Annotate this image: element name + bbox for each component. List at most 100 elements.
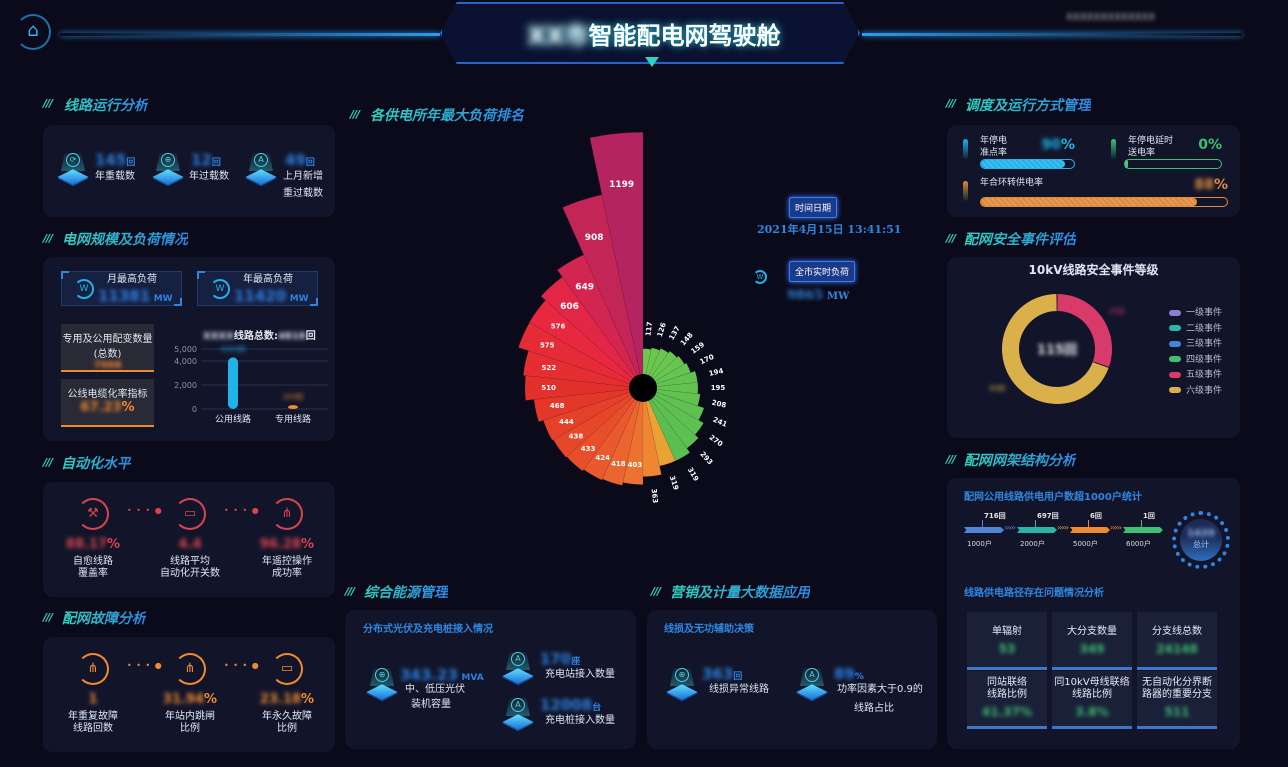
kpi-number: 4.4	[178, 537, 202, 552]
rose-bar	[522, 350, 644, 389]
dispatch-label-2: 准点率	[980, 148, 1008, 158]
kpi-value: 31.94%	[144, 692, 236, 707]
cable-rate-card: 公线电缆化率指标 67.23%	[61, 379, 154, 427]
problem-cell: 大分支数量 349	[1052, 612, 1132, 670]
legend-swatch	[1169, 371, 1181, 378]
problem-cell: 单辐射 53	[967, 612, 1047, 670]
section-marker: ///	[43, 97, 53, 110]
rose-value-label: 433	[581, 445, 596, 453]
y-tick-label: 2,000	[174, 381, 197, 390]
rose-bar	[529, 299, 644, 389]
total-gauge: 1420 总计	[1172, 511, 1230, 569]
kpi-number: 23.18	[259, 692, 302, 707]
donut-slice[interactable]	[1057, 294, 1112, 367]
network-icon: ⋔	[77, 653, 109, 685]
energy-panel: 分布式光伏及充电桩接入情况 ⊕ 343.23 MVA 中、低压光伏 装机容量 A…	[345, 610, 636, 749]
legend-item[interactable]: 二级事件	[1169, 321, 1222, 334]
home-button[interactable]: ⌂	[15, 14, 51, 50]
unit: %	[301, 692, 315, 707]
problem-title: 线路供电路径存在问题情况分析	[964, 588, 1104, 599]
rose-value-label: 1199	[609, 180, 634, 190]
x-tick-label: 专用线路	[275, 413, 311, 425]
section-title-dispatch: 调度及运行方式管理	[965, 95, 1091, 115]
year-peak-card: W 年最高负荷 11420 MW	[197, 271, 318, 306]
header: ⌂ XX市智能配电网驾驶舱 XXXXXXXXXXXXX	[0, 0, 1288, 72]
globe-icon: ⊕	[366, 668, 398, 700]
connector-dots: • • • ●	[127, 661, 163, 670]
section-marker: ///	[43, 456, 53, 469]
rose-bar	[524, 375, 644, 401]
section-title-ranking: 各供电所年最大负荷排名	[370, 105, 524, 125]
dispatch-label: 年停电延时	[1128, 136, 1174, 146]
progress-fill	[981, 160, 1065, 168]
legend-item[interactable]: 六级事件	[1169, 383, 1222, 396]
network-icon: ⋔	[174, 653, 206, 685]
overload-value: 12	[191, 151, 212, 169]
section-marker: ///	[946, 97, 956, 110]
section-title-structure: 配网网架结构分析	[964, 450, 1076, 470]
kpi-value: 96.28%	[241, 537, 333, 552]
year-peak-value: 11420	[234, 287, 287, 305]
legend-item[interactable]: 五级事件	[1169, 367, 1222, 380]
unit: %	[1060, 137, 1075, 153]
rose-value-label: 126	[656, 321, 668, 337]
rose-value-label: 117	[644, 321, 653, 336]
heavy-load-label: 年重载数	[95, 171, 135, 182]
safety-donut-chart: 35回 80回 115回	[989, 294, 1125, 404]
unit: MVA	[461, 673, 484, 683]
title-prefix: XX市	[527, 22, 589, 50]
unit: MW	[153, 294, 173, 304]
legend-swatch	[1169, 309, 1181, 316]
kpi-label-2: 线路回数	[73, 723, 113, 734]
cell-number: 41.37%	[982, 705, 1032, 719]
line-total-prefix: XXXX	[203, 331, 234, 342]
clock-label: 时间日期	[789, 197, 838, 218]
structure-panel: 配网公用线路供电用户数超1000户统计 1420 总计 线路供电路径存在问题情况…	[947, 478, 1240, 749]
kpi-number: 31.94	[162, 692, 205, 707]
unit: MW	[827, 291, 850, 302]
rose-bar	[540, 276, 644, 389]
unit: %	[121, 400, 135, 415]
rose-bar	[642, 387, 705, 421]
rose-bar	[642, 387, 676, 467]
legend-item[interactable]: 三级事件	[1169, 336, 1222, 349]
rose-value-label: 908	[585, 233, 604, 243]
line-total-title: XXXX线路总数:4818回	[203, 327, 316, 342]
donut-slice[interactable]	[1002, 294, 1109, 404]
section-marker: ///	[43, 611, 53, 624]
safety-panel: 10kV线路安全事件等级 35回 80回 115回 一级事件 二级事件 三级事件 四级事件…	[947, 257, 1240, 438]
unit: 回	[305, 158, 315, 168]
dispatch-label: 年合环转供电率	[980, 178, 1044, 188]
timeline-count: 6回	[1090, 512, 1102, 520]
legend-item[interactable]: 一级事件	[1169, 305, 1222, 318]
transformer-count-card: 专用及公用配变数量 (总数) 7968	[61, 324, 154, 372]
rose-center-hole	[629, 374, 657, 402]
legend-item[interactable]: 四级事件	[1169, 352, 1222, 365]
unit: %	[204, 692, 218, 707]
dispatch-number: 0	[1198, 137, 1208, 153]
power-factor-label-2: 线路占比	[854, 703, 894, 714]
kpi-label-2: 成功率	[272, 568, 302, 579]
cell-label: 单辐射	[992, 626, 1022, 637]
timeline-segment	[1123, 527, 1163, 533]
rose-value-label: 418	[611, 460, 626, 468]
overload-label: 年过载数	[189, 171, 229, 182]
kpi-label: 年站内跳闸	[165, 711, 215, 722]
unit: %	[107, 537, 121, 552]
legend-label: 五级事件	[1186, 370, 1223, 380]
rose-bar	[642, 387, 662, 477]
cable-rate-label: 公线电缆化率指标	[67, 389, 148, 400]
cell-label: 无自动化分界断	[1142, 677, 1212, 688]
dispatch-label-2: 送电率	[1128, 148, 1156, 158]
section-title-marketing: 营销及计量大数据应用	[670, 582, 810, 602]
new-overload-label-2: 重过载数	[283, 188, 323, 199]
network-icon: ⋔	[271, 498, 303, 530]
kpi-label: 自愈线路	[73, 556, 113, 567]
donut-data-label: 35回	[1109, 307, 1125, 315]
donut-center-label: 115回	[1037, 343, 1077, 358]
rose-value-label: 403	[628, 461, 643, 469]
rose-bar	[642, 387, 699, 449]
rose-value-label: 137	[668, 325, 682, 342]
rose-bar	[642, 387, 704, 436]
unit: %	[1207, 137, 1222, 153]
